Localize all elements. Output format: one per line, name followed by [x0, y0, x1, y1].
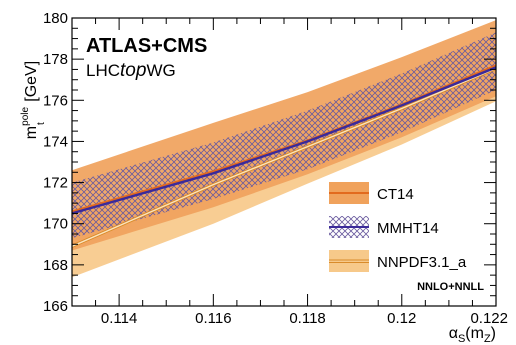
xlabel-sub: S	[458, 333, 465, 345]
y-tick-label: 168	[43, 257, 68, 274]
xlabel-paren-open: (m	[465, 325, 484, 342]
center-lines	[72, 64, 496, 248]
x-axis-label: αS(mZ)	[449, 325, 496, 345]
xlabel-paren-sub: Z	[484, 333, 491, 345]
y-tick-label: 166	[43, 298, 68, 315]
subtitle-italic: top	[120, 60, 146, 81]
subtitle-suffix: WG	[146, 61, 175, 80]
ylabel-main: m	[23, 126, 40, 139]
line-inner-nnpdf3-1-a	[72, 67, 496, 247]
y-tick-label: 172	[43, 175, 68, 192]
subtitle-prefix: LHC	[86, 61, 120, 80]
x-tick-label: 0.122	[470, 310, 508, 327]
legend-swatch-nnpdf	[329, 250, 369, 272]
y-tick-label: 170	[43, 216, 68, 233]
ylabel-unit: [GeV]	[23, 61, 40, 106]
legend-label-nnpdf: NNPDF3.1_a	[377, 254, 467, 271]
legend: CT14 MMHT14 NNPDF3.1_a	[329, 182, 467, 272]
legend-label-ct14: CT14	[377, 186, 414, 203]
y-tick-label: 178	[43, 51, 68, 68]
legend-entry-ct14: CT14	[329, 182, 414, 204]
legend-label-mmht14: MMHT14	[377, 220, 439, 237]
band-mmht14	[72, 32, 496, 239]
xlabel-main: α	[449, 325, 458, 342]
chart-subtitle: LHCtopWG	[86, 60, 176, 81]
x-tick-label: 0.12	[387, 310, 416, 327]
x-tick-label: 0.118	[289, 310, 325, 327]
x-axis-ticks: 0.114 0.116 0.118 0.12 0.122	[71, 18, 508, 327]
y-axis-label: mpole t [GeV]	[20, 61, 47, 139]
chart-title: ATLAS+CMS	[86, 35, 207, 57]
ylabel-sub: t	[36, 122, 47, 125]
legend-entry-mmht14: MMHT14	[329, 216, 439, 238]
y-axis-ticks: 166 168 170 172 174 176 178 180	[43, 10, 496, 315]
y-tick-label: 180	[43, 10, 68, 27]
ylabel-sup: pole	[20, 107, 31, 126]
y-tick-label: 176	[43, 92, 68, 109]
xlabel-paren-close: )	[491, 325, 496, 342]
order-annotation: NNLO+NNLL	[417, 281, 484, 293]
x-tick-label: 0.116	[195, 310, 231, 327]
line-mmht14	[72, 66, 496, 215]
y-tick-label: 174	[43, 133, 68, 150]
legend-entry-nnpdf: NNPDF3.1_a	[329, 250, 467, 272]
x-tick-label: 0.114	[101, 310, 137, 327]
